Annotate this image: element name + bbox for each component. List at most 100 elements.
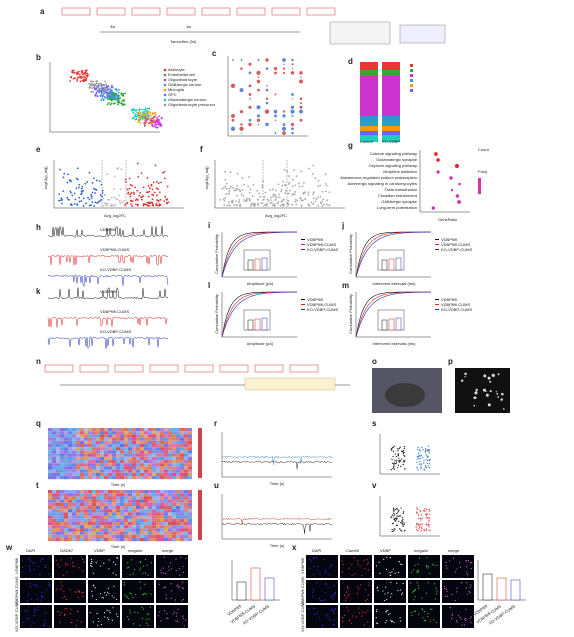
shape <box>76 469 80 473</box>
shape <box>52 525 56 529</box>
shape <box>76 428 80 432</box>
shape <box>84 518 88 522</box>
cell <box>104 592 106 594</box>
cell <box>389 574 391 576</box>
dot <box>83 78 85 81</box>
dot <box>91 201 94 203</box>
dot <box>140 116 143 119</box>
shape <box>160 428 164 432</box>
label: VDBPfl/fl <box>307 237 323 242</box>
dot <box>288 183 290 185</box>
dot <box>248 197 251 200</box>
dot <box>320 202 323 205</box>
shape <box>124 453 128 457</box>
dot <box>397 448 399 450</box>
dot <box>77 70 80 73</box>
dot <box>398 460 400 462</box>
shape <box>52 444 56 448</box>
shape <box>52 460 56 464</box>
shape <box>168 434 172 438</box>
dot <box>240 193 243 196</box>
shape <box>261 317 268 331</box>
shape <box>68 534 72 538</box>
shape <box>72 437 76 441</box>
dot <box>317 196 319 199</box>
dot <box>310 201 313 204</box>
cell <box>393 621 395 624</box>
dot <box>130 199 132 202</box>
shape <box>132 476 136 480</box>
shape <box>100 522 104 526</box>
shape <box>140 476 144 480</box>
dot <box>103 194 106 197</box>
dot <box>224 178 227 181</box>
shape <box>84 502 88 506</box>
dot <box>149 118 152 120</box>
shape <box>64 469 68 473</box>
dot <box>106 103 109 106</box>
shape <box>84 466 88 470</box>
cell <box>414 610 416 613</box>
shape <box>176 472 180 476</box>
dot <box>164 195 167 198</box>
dot <box>74 77 76 79</box>
shape <box>132 538 136 542</box>
shape <box>124 528 128 532</box>
shape <box>184 528 188 532</box>
shape <box>176 447 180 451</box>
shape <box>72 528 76 532</box>
shape <box>48 506 52 510</box>
shape <box>76 525 80 529</box>
cell <box>177 586 179 588</box>
shape <box>52 476 56 480</box>
shape <box>64 502 68 506</box>
shape <box>408 605 440 628</box>
dot <box>415 512 418 514</box>
label: VDBPfl/fl-CUMS <box>307 302 336 307</box>
shape <box>60 431 64 435</box>
shape <box>64 525 68 529</box>
cell <box>139 587 142 589</box>
dot <box>291 98 294 100</box>
shape <box>164 506 168 510</box>
shape <box>112 490 116 494</box>
dot <box>77 72 79 75</box>
dot <box>106 92 109 95</box>
dot <box>416 448 419 451</box>
label: Cumulative Probability <box>348 294 353 334</box>
shape <box>395 317 402 331</box>
shape <box>144 525 148 529</box>
shape <box>108 440 112 444</box>
shape <box>116 506 120 510</box>
shape <box>96 440 100 444</box>
cell <box>466 571 468 573</box>
dot <box>140 196 142 199</box>
label: w <box>5 543 13 552</box>
label: Microglia <box>168 87 185 92</box>
cell <box>386 556 388 558</box>
shape <box>176 534 180 538</box>
shape <box>168 431 172 435</box>
dot <box>132 117 135 119</box>
shape <box>64 493 68 497</box>
shape <box>408 580 440 603</box>
dot <box>328 204 331 207</box>
dot <box>117 98 120 100</box>
shape <box>184 428 188 432</box>
cell <box>413 610 415 612</box>
dot <box>238 205 241 207</box>
dot <box>116 97 118 100</box>
shape <box>172 522 176 526</box>
shape <box>188 456 192 460</box>
shape <box>120 434 124 438</box>
shape <box>176 453 180 457</box>
shape <box>254 318 261 331</box>
shape <box>60 447 64 451</box>
shape <box>156 460 160 464</box>
dot <box>76 79 79 82</box>
cell <box>367 569 369 571</box>
shape <box>131 7 161 16</box>
cell <box>175 558 177 560</box>
shape <box>172 512 176 516</box>
shape <box>172 463 176 467</box>
